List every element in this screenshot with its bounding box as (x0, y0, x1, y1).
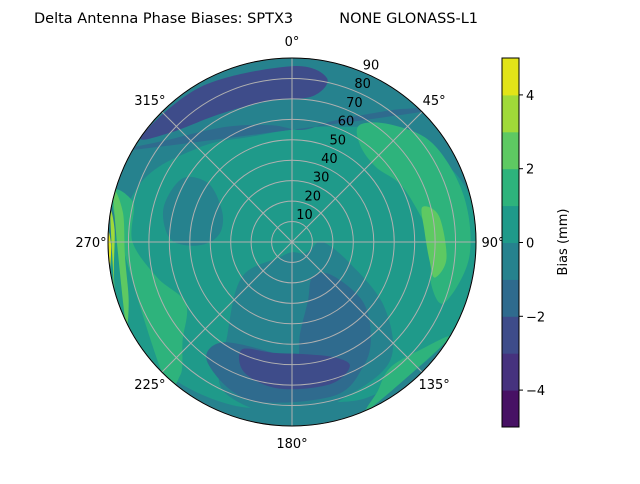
azimuth-tick-label: 90° (481, 236, 504, 251)
contour-region-11 (113, 190, 129, 326)
radial-tick-label: 90 (363, 59, 380, 74)
azimuth-tick-label: 180° (276, 437, 307, 452)
radial-tick-label: 80 (354, 77, 371, 92)
colorbar-tick-label: 0 (526, 237, 534, 252)
colorbar-tick-label: 2 (526, 163, 534, 178)
contour-region-13 (108, 231, 112, 268)
polar-plot-area: 0° 45° 90° 135° 180° 225° 270° 315° 10 20 30 40 50 60… (75, 35, 504, 452)
contour-region-12 (110, 210, 115, 292)
azimuth-tick-label: 45° (423, 94, 446, 109)
radial-tick-label: 20 (305, 189, 322, 204)
contour-region-3 (118, 107, 440, 152)
colorbar-bin (502, 316, 519, 354)
azimuth-gridline (161, 111, 293, 243)
azimuth-tick-label: 225° (134, 378, 165, 393)
radial-tick-label: 30 (313, 171, 330, 186)
colorbar-tick-label: −2 (526, 310, 545, 325)
colorbar-bin (502, 94, 519, 133)
colorbar-tick-label: −4 (526, 384, 545, 399)
colorbar-bin (502, 242, 519, 280)
radial-tick-label: 60 (338, 115, 355, 130)
colorbar-bin (502, 279, 519, 317)
radial-tick-label: 40 (321, 152, 338, 167)
azimuth-gridline (161, 241, 293, 373)
contour-region-6 (238, 348, 350, 390)
azimuth-tick-label: 135° (418, 378, 449, 393)
azimuth-tick-label: 0° (285, 35, 300, 50)
polar-frame (107, 57, 477, 427)
colorbar-tick-label: 4 (526, 89, 534, 104)
radial-tick-label: 70 (346, 96, 363, 111)
colorbar-bin (502, 353, 519, 391)
contour-region-2 (162, 176, 224, 246)
colorbar-bin (502, 131, 519, 170)
radial-tick-label: 50 (329, 133, 346, 148)
contour-region-9 (111, 189, 188, 388)
colorbar-bin (502, 58, 519, 96)
chart-title: Delta Antenna Phase Biases: SPTX3 NONE G… (34, 11, 478, 27)
colorbar: −4 −2 0 2 4 (501, 57, 545, 428)
azimuth-tick-label: 315° (134, 94, 165, 109)
colorbar-label: Bias (mm) (556, 209, 571, 276)
contour-region-8 (365, 336, 450, 411)
colorbar-bin (502, 390, 519, 428)
radial-tick-label: 10 (296, 208, 313, 223)
azimuth-gridline (291, 241, 423, 373)
contour-region-5 (140, 66, 328, 140)
azimuth-gridline (291, 111, 423, 243)
colorbar-bin (502, 205, 519, 243)
colorbar-bin (502, 168, 519, 207)
azimuth-tick-label: 270° (75, 236, 106, 251)
